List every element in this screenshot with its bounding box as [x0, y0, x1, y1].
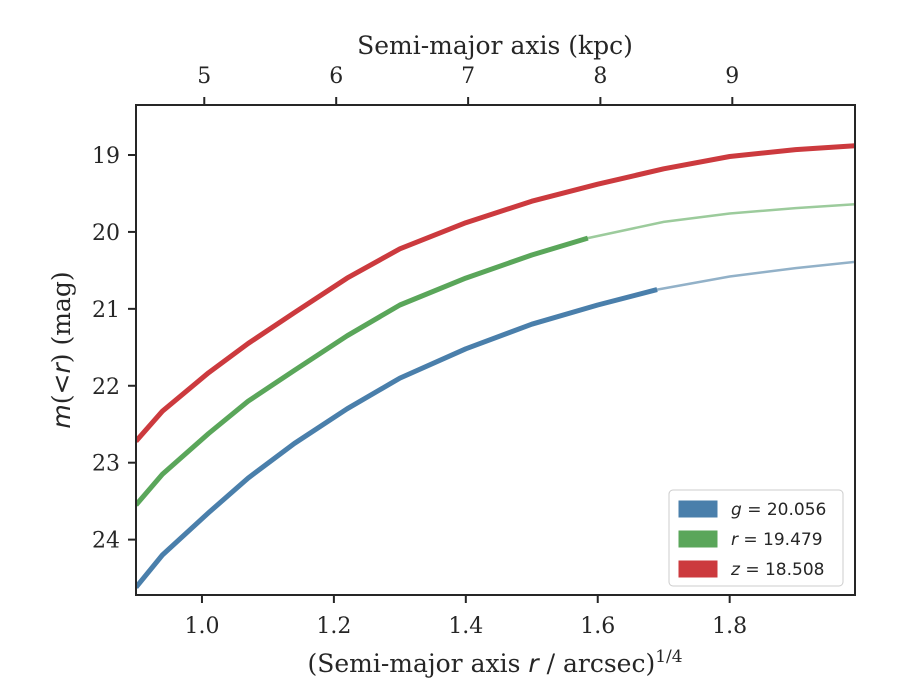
legend-value-r: = 19.479 [738, 530, 823, 550]
x-tick-label: 1.6 [580, 614, 615, 639]
x-axis-title: (Semi-major axis r / arcsec)1/4 [307, 647, 682, 678]
legend-label-r: r = 19.479 [731, 530, 823, 550]
legend-var-g: g [731, 500, 742, 520]
top-x-tick-label: 7 [461, 64, 475, 89]
legend-value-z: = 18.508 [740, 560, 825, 580]
top-x-axis: 5 6 7 8 9 [197, 64, 739, 105]
legend-label-z: z = 18.508 [730, 560, 824, 580]
top-x-tick-label: 9 [725, 64, 739, 89]
y-axis-title-unit: (mag) [47, 271, 76, 353]
y-axis-title: m(<r) (mag) [47, 271, 76, 428]
x-tick-label: 1.2 [316, 614, 351, 639]
top-axis-title: Semi-major axis (kpc) [357, 31, 633, 60]
y-tick-label: 22 [92, 375, 120, 400]
y-axis-title-open: ( [47, 394, 76, 404]
series-layer [136, 143, 855, 589]
x-axis-title-mid: / arcsec) [539, 649, 656, 678]
series-g-extrapolated-line [655, 260, 855, 291]
x-tick-label: 1.4 [448, 614, 483, 639]
series-g-line [136, 287, 658, 589]
legend-var-z: z [730, 560, 741, 580]
x-axis-title-prefix: (Semi-major axis [307, 649, 528, 678]
y-tick-label: 23 [92, 452, 120, 477]
legend-value-g: = 20.056 [742, 500, 827, 520]
legend-label-g: g = 20.056 [731, 500, 826, 520]
series-r-line [136, 235, 589, 507]
series-z-line [136, 143, 855, 443]
x-axis-title-var: r [528, 649, 540, 678]
x-axis-title-sup: 1/4 [655, 647, 682, 667]
legend-swatch-g [678, 500, 718, 518]
plot-frame [135, 104, 856, 596]
y-axis-title-lt: < [47, 374, 76, 395]
x-tick-label: 1.0 [184, 614, 219, 639]
legend-var-r: r [731, 530, 739, 550]
x-tick-label: 1.8 [712, 614, 747, 639]
legend-swatch-z [678, 560, 718, 578]
top-x-tick-label: 6 [329, 64, 343, 89]
top-x-tick-label: 5 [197, 64, 211, 89]
x-axis: 1.0 1.2 1.4 1.6 1.8 [184, 595, 747, 639]
top-x-tick-label: 8 [593, 64, 607, 89]
y-axis: 19 20 21 22 23 24 [92, 144, 136, 554]
y-tick-label: 21 [92, 298, 120, 323]
series-r-extrapolated-line [586, 202, 855, 240]
y-tick-label: 20 [92, 221, 120, 246]
y-tick-label: 19 [92, 144, 120, 169]
y-axis-title-r: r [47, 362, 76, 374]
y-axis-title-close: ) [47, 353, 76, 363]
y-axis-title-m: m [47, 404, 76, 428]
legend-swatch-r [678, 530, 718, 548]
y-tick-label: 24 [92, 529, 120, 554]
